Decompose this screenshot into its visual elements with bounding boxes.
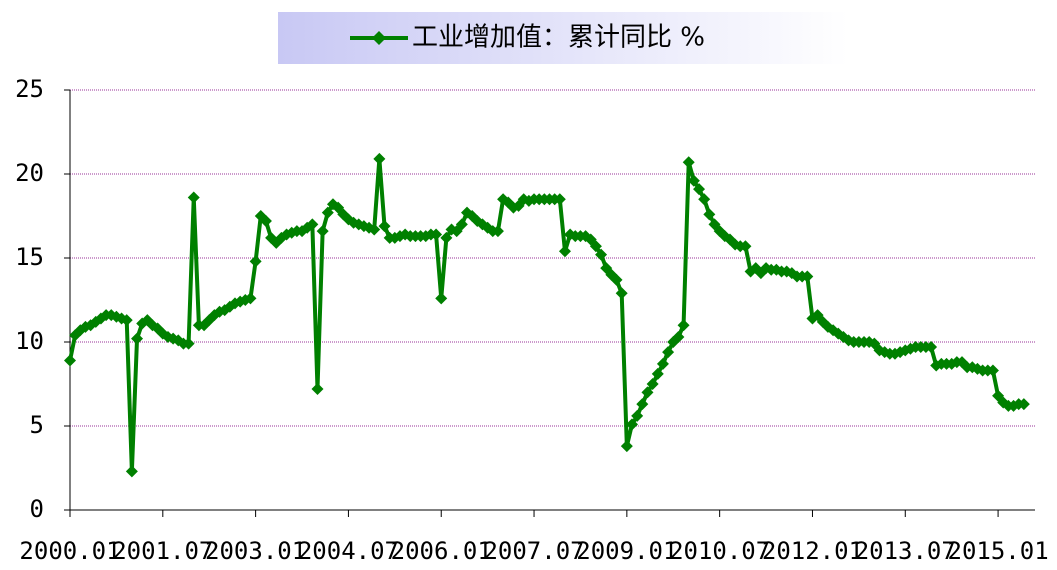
marker — [455, 218, 468, 231]
marker — [687, 174, 700, 187]
marker — [373, 152, 386, 165]
x-tick-label: 2012.01 — [762, 537, 863, 565]
marker — [316, 225, 329, 238]
legend: 工业增加值：累计同比 % — [278, 12, 848, 64]
x-tick-label: 2003.01 — [205, 537, 306, 565]
marker — [677, 319, 690, 332]
x-tick-label: 2015.01 — [948, 537, 1049, 565]
marker — [259, 215, 272, 228]
marker — [662, 346, 675, 359]
marker — [1017, 398, 1030, 411]
marker — [368, 223, 381, 236]
marker — [306, 218, 319, 231]
y-tick-label: 20 — [15, 159, 44, 187]
marker — [311, 383, 324, 396]
marker — [610, 273, 623, 286]
x-tick-label: 2007.07 — [483, 537, 584, 565]
marker — [595, 248, 608, 261]
marker — [801, 270, 814, 283]
marker — [589, 240, 602, 253]
x-tick-label: 2004.07 — [298, 537, 399, 565]
marker — [646, 378, 659, 390]
marker — [182, 337, 195, 350]
marker — [925, 341, 938, 354]
marker — [430, 228, 443, 241]
marker — [321, 206, 334, 219]
marker — [491, 225, 504, 238]
x-tick-label: 2006.01 — [391, 537, 492, 565]
marker — [986, 364, 999, 377]
marker — [656, 357, 669, 370]
marker — [682, 156, 695, 169]
marker — [125, 465, 138, 478]
marker — [703, 208, 716, 221]
marker — [641, 386, 654, 399]
marker — [440, 231, 453, 244]
x-tick-label: 2010.07 — [669, 537, 770, 565]
marker — [615, 287, 628, 300]
x-tick-label: 2000.01 — [19, 537, 120, 565]
legend-marker — [372, 31, 386, 45]
marker — [131, 332, 144, 345]
marker — [249, 255, 262, 268]
marker — [693, 183, 706, 196]
marker — [620, 440, 633, 453]
marker — [626, 418, 639, 431]
legend-label: 工业增加值：累计同比 % — [412, 23, 705, 53]
x-tick-label: 2013.07 — [855, 537, 956, 565]
marker — [739, 240, 752, 253]
marker — [698, 193, 711, 206]
marker — [64, 354, 76, 367]
marker — [435, 292, 448, 305]
y-tick-label: 10 — [15, 327, 44, 355]
marker — [558, 245, 571, 258]
x-tick-label: 2001.07 — [112, 537, 213, 565]
marker — [636, 398, 649, 411]
y-tick-label: 15 — [15, 243, 44, 271]
marker — [120, 314, 133, 327]
y-tick-label: 0 — [30, 495, 44, 523]
marker — [244, 292, 257, 305]
marker — [631, 409, 644, 422]
marker — [187, 191, 200, 204]
x-tick-label: 2009.01 — [576, 537, 677, 565]
marker — [651, 367, 664, 380]
marker — [672, 330, 685, 343]
y-tick-label: 25 — [15, 75, 44, 103]
marker — [378, 220, 391, 233]
y-tick-label: 5 — [30, 411, 44, 439]
marker — [553, 193, 566, 206]
